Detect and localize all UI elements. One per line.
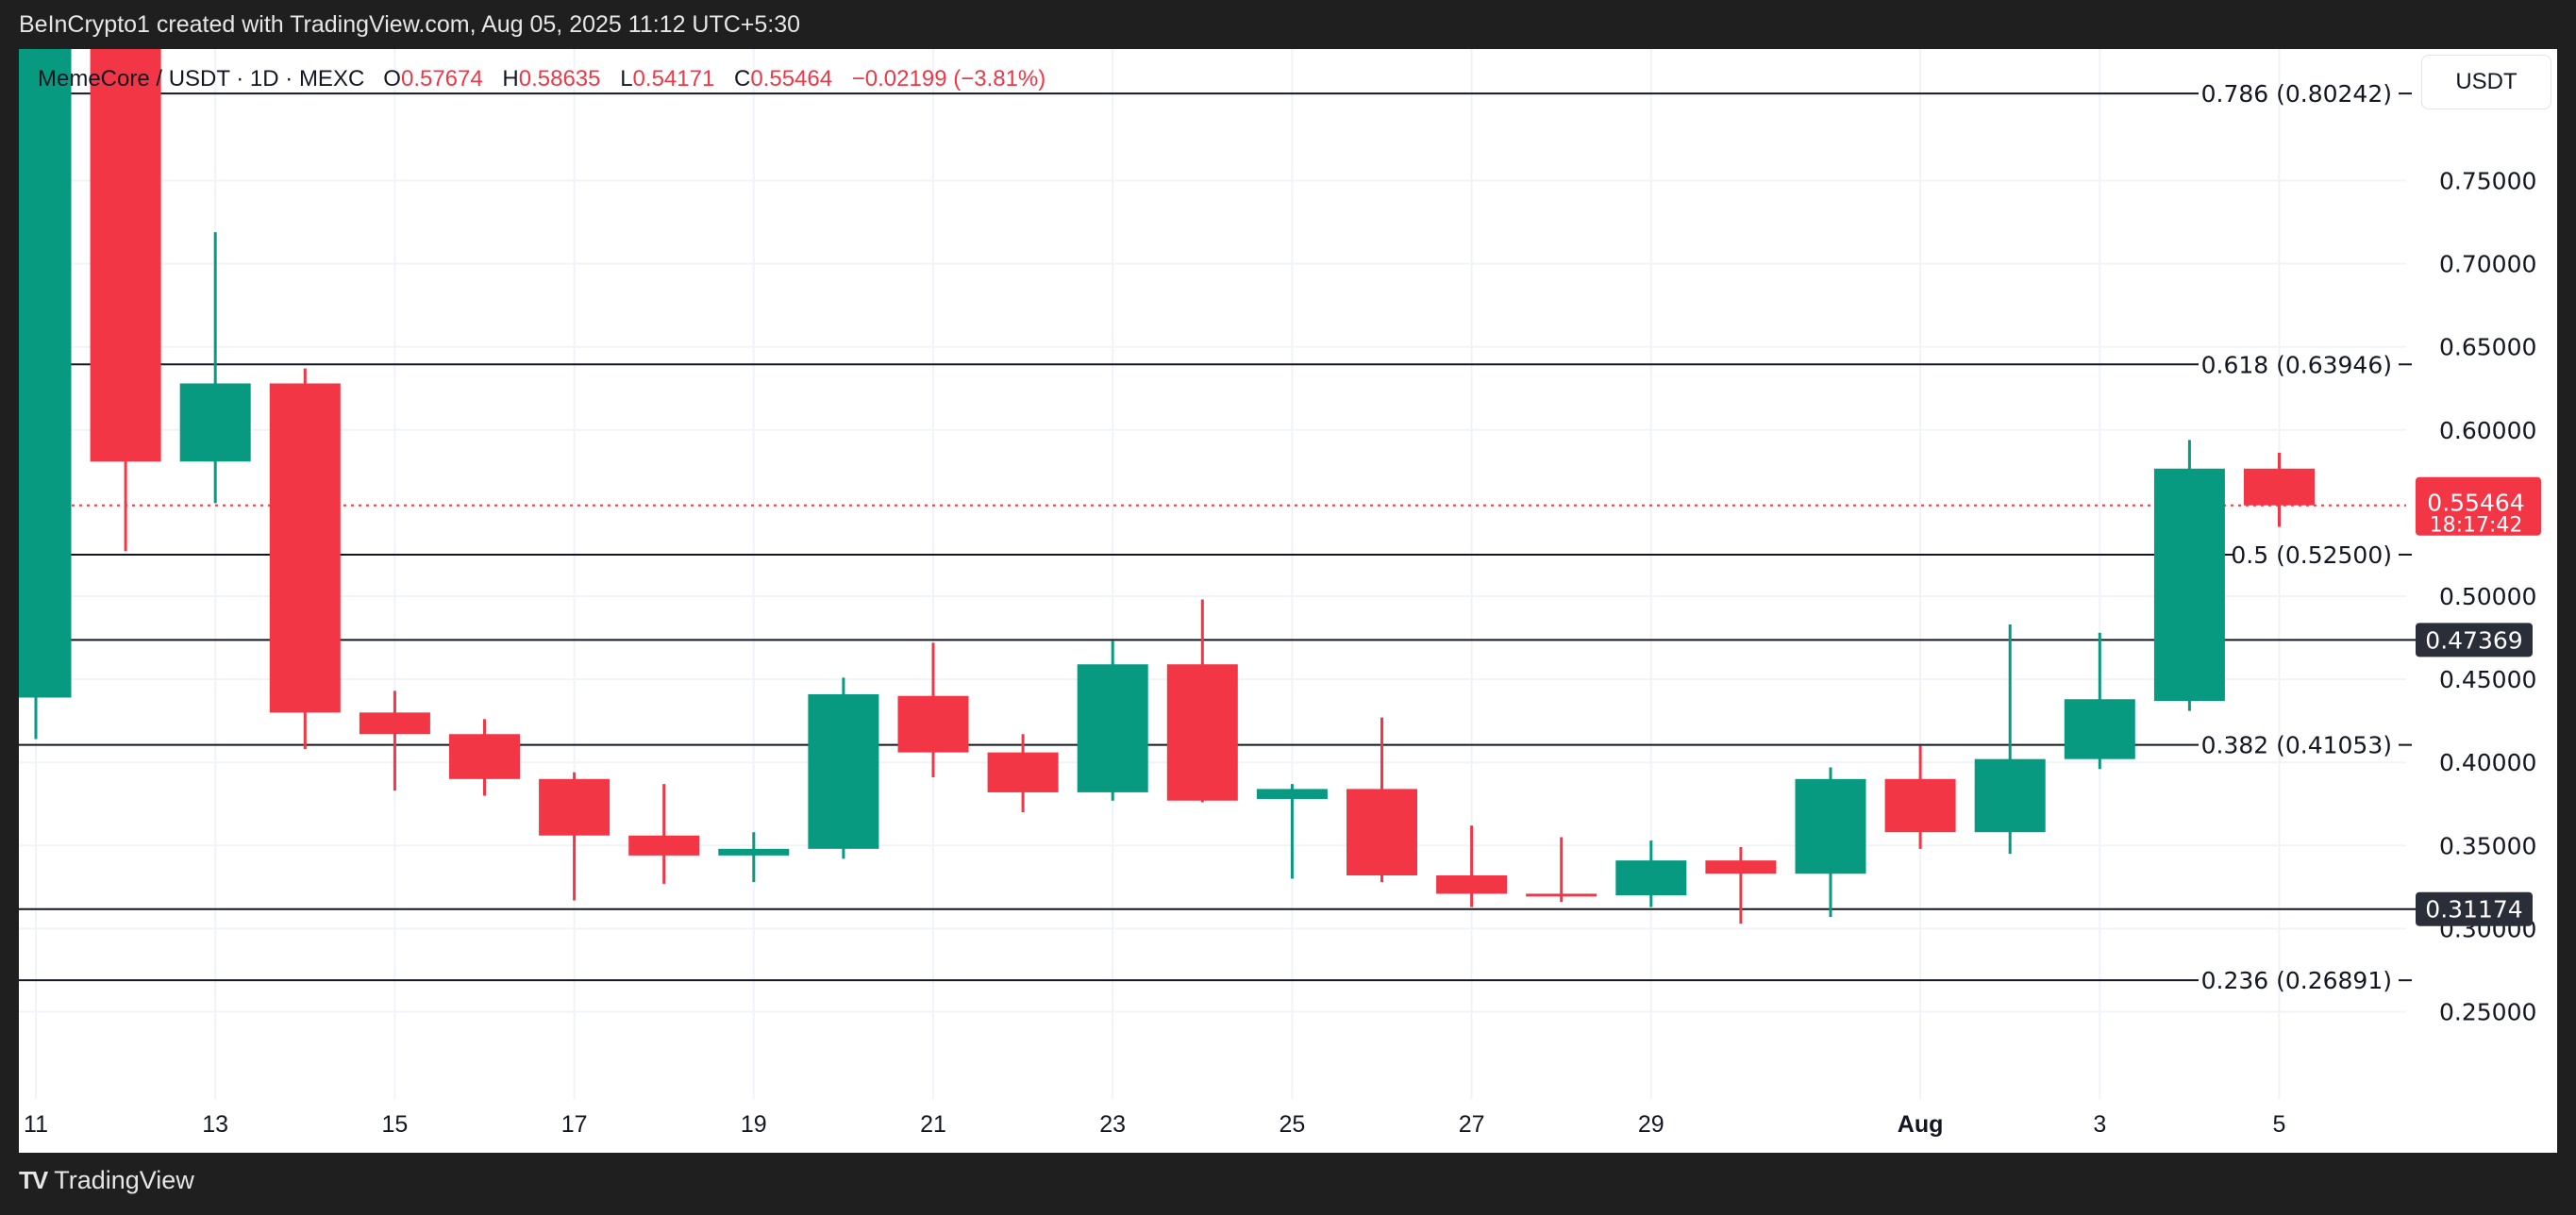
tradingview-footer: TV TradingView xyxy=(19,1166,194,1195)
y-tick-label: 0.45000 xyxy=(2439,666,2536,693)
x-tick-label: 27 xyxy=(1459,1111,1485,1138)
candle-countdown-text: 18:17:42 xyxy=(2430,514,2523,538)
candle-body[interactable] xyxy=(628,835,700,856)
high-value: 0.58635 xyxy=(518,66,601,92)
candle-body[interactable] xyxy=(1077,664,1148,792)
candle-body[interactable] xyxy=(539,778,611,836)
y-tick-label: 0.35000 xyxy=(2439,832,2536,859)
x-tick-label: 29 xyxy=(1638,1111,1664,1138)
price-level-badge xyxy=(2416,623,2533,657)
candle-body[interactable] xyxy=(2244,468,2315,506)
candle-body[interactable] xyxy=(1166,664,1238,801)
candle-body[interactable] xyxy=(179,383,251,462)
price-level-badge-text: 0.47369 xyxy=(2425,626,2522,654)
open-label: O xyxy=(383,66,401,92)
candle-body[interactable] xyxy=(359,712,430,735)
candle-body[interactable] xyxy=(269,383,341,713)
close-value: 0.55464 xyxy=(750,66,833,92)
x-tick-label: 3 xyxy=(2093,1111,2106,1138)
change-value: −0.02199 (−3.81%) xyxy=(851,66,1046,92)
candle-body[interactable] xyxy=(808,693,879,849)
y-tick-label: 0.50000 xyxy=(2439,583,2536,610)
candle-body[interactable] xyxy=(1705,860,1777,874)
x-tick-label: 17 xyxy=(561,1111,588,1138)
y-tick-label: 0.75000 xyxy=(2439,168,2536,195)
x-tick-label: 23 xyxy=(1099,1111,1126,1138)
x-tick-label: 21 xyxy=(920,1111,946,1138)
fib-level-label: 0.236 (0.26891) xyxy=(2201,967,2392,994)
x-tick-label: 5 xyxy=(2273,1111,2286,1138)
high-label: H xyxy=(502,66,519,92)
current-price-badge-text: 0.55464 xyxy=(2427,490,2524,517)
credit-text: BeInCrypto1 created with TradingView.com… xyxy=(19,11,801,38)
fib-level-label: 0.5 (0.52500) xyxy=(2231,541,2392,569)
fib-level-label: 0.382 (0.41053) xyxy=(2201,732,2392,759)
y-tick-label: 0.60000 xyxy=(2439,417,2536,444)
candle-body[interactable] xyxy=(1884,778,1956,833)
fib-level-label: 0.786 (0.80242) xyxy=(2201,80,2392,108)
x-tick-label: Aug xyxy=(1898,1111,1944,1138)
candle-body[interactable] xyxy=(1795,778,1866,874)
y-tick-label: 0.40000 xyxy=(2439,749,2536,776)
current-price-badge xyxy=(2416,476,2541,536)
symbol-name[interactable]: MemeCore / USDT · 1D · MEXC xyxy=(38,66,365,92)
candle-body[interactable] xyxy=(2064,699,2135,759)
candle-body[interactable] xyxy=(2153,468,2225,702)
low-label: L xyxy=(620,66,633,92)
candle-body[interactable] xyxy=(987,752,1059,792)
x-tick-label: 13 xyxy=(202,1111,228,1138)
y-tick-label: 0.25000 xyxy=(2439,999,2536,1026)
price-level-badge xyxy=(2416,891,2533,926)
candle-body[interactable] xyxy=(897,695,969,753)
candle-body[interactable] xyxy=(1436,875,1508,894)
chart-background xyxy=(19,49,2557,1153)
y-tick-label: 0.65000 xyxy=(2439,334,2536,361)
candle-body[interactable] xyxy=(449,734,520,779)
candle-body[interactable] xyxy=(1615,860,1687,896)
x-tick-label: 11 xyxy=(24,1111,48,1138)
close-label: C xyxy=(733,66,751,92)
tradingview-logo-text: TradingView xyxy=(54,1166,194,1194)
candle-body[interactable] xyxy=(1974,758,2046,833)
x-tick-label: 19 xyxy=(741,1111,767,1138)
candle-body[interactable] xyxy=(1347,789,1417,876)
y-tick-label: 0.70000 xyxy=(2439,251,2536,278)
top-bar: BeInCrypto1 created with TradingView.com… xyxy=(0,0,2576,49)
x-tick-label: 15 xyxy=(381,1111,408,1138)
currency-button[interactable]: USDT xyxy=(2421,55,2551,109)
candle-body[interactable] xyxy=(1256,789,1328,799)
candle-body[interactable] xyxy=(1,0,72,698)
fib-level-label: 0.618 (0.63946) xyxy=(2201,351,2392,378)
candles xyxy=(1,0,2315,924)
price-level-badge-text: 0.31174 xyxy=(2425,896,2522,924)
open-value: 0.57674 xyxy=(400,66,483,92)
candle-body[interactable] xyxy=(90,0,161,462)
symbol-legend: MemeCore / USDT · 1D · MEXC O0.57674 H0.… xyxy=(38,66,1059,92)
low-value: 0.54171 xyxy=(632,66,715,92)
candle-body[interactable] xyxy=(1526,893,1597,897)
x-tick-label: 25 xyxy=(1279,1111,1305,1138)
candle-body[interactable] xyxy=(718,848,790,856)
tradingview-logo-icon: TV xyxy=(19,1166,48,1194)
